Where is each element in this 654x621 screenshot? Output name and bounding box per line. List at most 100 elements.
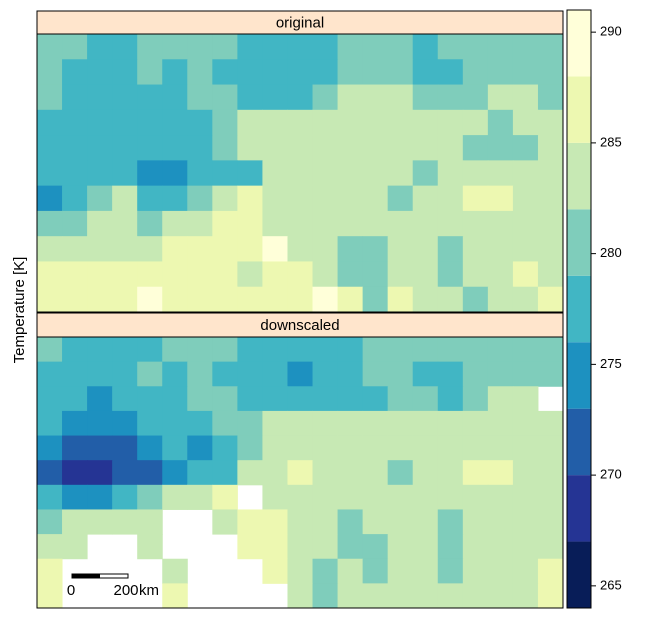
raster-cell — [537, 261, 564, 288]
raster-cell — [137, 460, 163, 486]
raster-cell — [37, 210, 63, 237]
raster-cell — [237, 236, 263, 262]
raster-cell — [412, 583, 439, 609]
raster-cell — [87, 160, 113, 187]
raster-cell — [437, 558, 464, 584]
raster-cell — [512, 210, 539, 237]
raster-cell — [237, 509, 263, 535]
raster-cell — [312, 484, 339, 510]
raster-cell — [112, 460, 138, 486]
raster-cell — [112, 210, 138, 237]
raster-cell — [287, 558, 314, 584]
raster-cell — [412, 558, 439, 584]
raster-cell — [337, 435, 364, 461]
raster-cell — [462, 509, 489, 535]
raster-cell — [462, 261, 489, 288]
raster-cell — [212, 135, 238, 161]
raster-cell — [87, 410, 113, 437]
raster-cell — [512, 534, 539, 560]
raster-cell — [37, 286, 63, 313]
raster-cell — [212, 410, 238, 437]
raster-cell — [487, 84, 514, 111]
raster-cell — [87, 236, 113, 262]
raster-cell — [287, 361, 314, 387]
raster-cell — [412, 286, 439, 313]
raster-cell — [362, 410, 389, 437]
raster-cell — [462, 34, 489, 60]
raster-cell — [537, 460, 564, 486]
raster-cell — [412, 185, 439, 212]
raster-cell — [212, 84, 238, 111]
raster-cell — [112, 286, 138, 313]
raster-cell — [337, 236, 364, 262]
raster-cell — [212, 236, 238, 262]
raster-cell — [537, 286, 564, 313]
raster-cell — [37, 410, 63, 437]
raster-cell — [437, 185, 464, 212]
panel-strip — [36, 312, 564, 338]
raster-cell — [487, 583, 514, 609]
raster-cell — [137, 160, 163, 187]
raster-cell — [212, 509, 238, 535]
raster-cell — [412, 59, 439, 86]
colorkey-frame — [566, 9, 592, 609]
raster-cell — [187, 386, 213, 412]
raster-cell — [137, 34, 163, 60]
raster-cell — [437, 34, 464, 60]
raster-cell — [437, 386, 464, 412]
raster-cell — [112, 59, 138, 86]
raster-cell — [412, 261, 439, 288]
raster-cell — [62, 509, 88, 535]
raster-cell — [487, 236, 514, 262]
raster-cell — [437, 337, 464, 363]
raster-cell — [512, 460, 539, 486]
raster-cell — [137, 435, 163, 461]
raster-cell — [337, 337, 364, 363]
raster-cell — [287, 84, 314, 111]
raster-cell — [212, 109, 238, 136]
raster-cell — [62, 109, 88, 136]
raster-cell — [537, 34, 564, 60]
colorkey-band — [567, 408, 591, 476]
raster-cell — [312, 135, 339, 161]
scale-label: km — [139, 582, 159, 599]
raster-cell — [337, 109, 364, 136]
raster-cell — [512, 583, 539, 609]
raster-cell — [212, 185, 238, 212]
raster-cell — [362, 361, 389, 387]
raster-cell — [62, 59, 88, 86]
raster-cell — [537, 361, 564, 387]
raster-cell — [212, 337, 238, 363]
raster-cell — [312, 210, 339, 237]
raster-cell — [137, 185, 163, 212]
raster-cell — [287, 185, 314, 212]
raster-cell — [287, 509, 314, 535]
raster-cell — [312, 509, 339, 535]
raster-cell — [87, 109, 113, 136]
raster-cell — [287, 34, 314, 60]
raster-cell — [112, 135, 138, 161]
raster-cell — [387, 509, 414, 535]
raster-cell — [512, 509, 539, 535]
colorkey-tick-label: 285 — [600, 134, 622, 149]
raster-cell — [412, 84, 439, 111]
raster-cell — [437, 361, 464, 387]
raster-cell — [387, 84, 414, 111]
raster-cell — [37, 135, 63, 161]
raster-cell — [262, 109, 288, 136]
raster-cell — [162, 185, 188, 212]
raster-cell — [62, 361, 88, 387]
raster-cell — [287, 135, 314, 161]
raster-cell — [287, 236, 314, 262]
raster-cell — [212, 361, 238, 387]
raster-cell — [387, 210, 414, 237]
raster-cell — [262, 460, 288, 486]
raster-cell — [187, 361, 213, 387]
raster-cell — [37, 59, 63, 86]
raster-cell — [412, 410, 439, 437]
raster-cell — [212, 460, 238, 486]
raster-cell — [287, 160, 314, 187]
panel-frame — [36, 33, 564, 313]
raster-cell — [237, 59, 263, 86]
raster-cell — [287, 460, 314, 486]
